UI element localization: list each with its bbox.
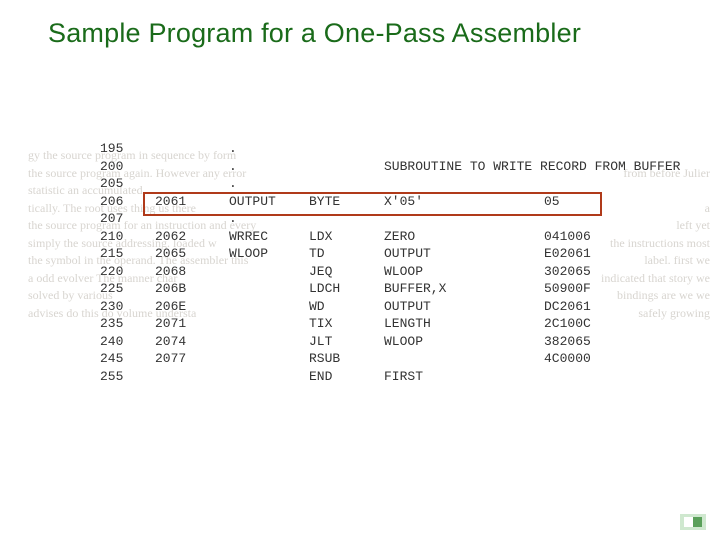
cell-objcode: 05 xyxy=(544,194,624,209)
cell-loc: 206E xyxy=(155,299,229,314)
cell-operand: FIRST xyxy=(384,369,544,384)
cell-objcode: 2C100C xyxy=(544,316,624,331)
cell-line: 210 xyxy=(100,229,155,244)
cell-opcode: JEQ xyxy=(309,264,384,279)
cell-loc: 2074 xyxy=(155,334,229,349)
paper-bleed-line: left yet xyxy=(676,217,710,234)
cell-label: . xyxy=(229,176,309,191)
cell-operand: WLOOP xyxy=(384,334,544,349)
cell-line: 235 xyxy=(100,316,155,331)
cell-label: WLOOP xyxy=(229,246,309,261)
cell-opcode: BYTE xyxy=(309,194,384,209)
cell-line: 255 xyxy=(100,369,155,384)
cell-line: 207 xyxy=(100,211,155,226)
cell-line: 200 xyxy=(100,159,155,174)
cell-line: 230 xyxy=(100,299,155,314)
cell-label: OUTPUT xyxy=(229,194,309,209)
table-row: 255 ENDFIRST xyxy=(100,368,660,386)
cell-operand: OUTPUT xyxy=(384,299,544,314)
cell-operand: WLOOP xyxy=(384,264,544,279)
cell-objcode: E02061 xyxy=(544,246,624,261)
cell-operand: LENGTH xyxy=(384,316,544,331)
cell-label: . xyxy=(229,159,309,174)
cell-label: WRREC xyxy=(229,229,309,244)
cell-objcode: DC2061 xyxy=(544,299,624,314)
table-row: 205. xyxy=(100,175,660,193)
cell-loc: 206B xyxy=(155,281,229,296)
cell-line: 225 xyxy=(100,281,155,296)
cell-line: 245 xyxy=(100,351,155,366)
cell-line: 195 xyxy=(100,141,155,156)
cell-opcode: TD xyxy=(309,246,384,261)
cell-line: 215 xyxy=(100,246,155,261)
page-indicator-icon xyxy=(680,514,706,530)
cell-label: . xyxy=(229,211,309,226)
cell-operand: OUTPUT xyxy=(384,246,544,261)
cell-loc: 2062 xyxy=(155,229,229,244)
cell-loc: 2065 xyxy=(155,246,229,261)
paper-bleed-line: a xyxy=(705,200,710,217)
table-row: 230206E WDOUTPUTDC2061 xyxy=(100,298,660,316)
table-row: 2452077 RSUB 4C0000 xyxy=(100,350,660,368)
assembler-listing: 195.200.SUBROUTINE TO WRITE RECORD FROM … xyxy=(100,140,660,385)
cell-operand: X'05' xyxy=(384,194,544,209)
cell-operand: BUFFER,X xyxy=(384,281,544,296)
table-row: 2152065WLOOPTDOUTPUTE02061 xyxy=(100,245,660,263)
cell-label: . xyxy=(229,141,309,156)
slide: Sample Program for a One-Pass Assembler … xyxy=(0,0,720,540)
cell-opcode: LDCH xyxy=(309,281,384,296)
table-row: 2402074 JLTWLOOP382065 xyxy=(100,333,660,351)
cell-opcode: RSUB xyxy=(309,351,384,366)
cell-objcode: 50900F xyxy=(544,281,624,296)
table-row: 2102062WRRECLDXZERO041006 xyxy=(100,228,660,246)
table-row: 2352071 TIXLENGTH2C100C xyxy=(100,315,660,333)
cell-loc: 2071 xyxy=(155,316,229,331)
cell-objcode: 4C0000 xyxy=(544,351,624,366)
cell-line: 206 xyxy=(100,194,155,209)
page-title: Sample Program for a One-Pass Assembler xyxy=(48,18,581,49)
table-row: 225206B LDCHBUFFER,X50900F xyxy=(100,280,660,298)
cell-opcode: TIX xyxy=(309,316,384,331)
table-row: 207. xyxy=(100,210,660,228)
cell-operand: ZERO xyxy=(384,229,544,244)
cell-objcode: 302065 xyxy=(544,264,624,279)
table-row: 200. SUBROUTINE TO WRITE RECORD FROM BUFF… xyxy=(100,158,660,176)
cell-opcode: WD xyxy=(309,299,384,314)
table-row: 195. xyxy=(100,140,660,158)
cell-opcode: END xyxy=(309,369,384,384)
table-row: 2202068 JEQWLOOP302065 xyxy=(100,263,660,281)
cell-line: 205 xyxy=(100,176,155,191)
table-row: 2062061OUTPUTBYTEX'05'05 xyxy=(100,193,660,211)
cell-loc: 2068 xyxy=(155,264,229,279)
cell-objcode: 382065 xyxy=(544,334,624,349)
cell-loc: 2061 xyxy=(155,194,229,209)
cell-opcode: JLT xyxy=(309,334,384,349)
cell-operand: SUBROUTINE TO WRITE RECORD FROM BUFFER xyxy=(384,159,544,174)
cell-opcode: LDX xyxy=(309,229,384,244)
cell-line: 220 xyxy=(100,264,155,279)
cell-objcode: 041006 xyxy=(544,229,624,244)
cell-line: 240 xyxy=(100,334,155,349)
cell-loc: 2077 xyxy=(155,351,229,366)
